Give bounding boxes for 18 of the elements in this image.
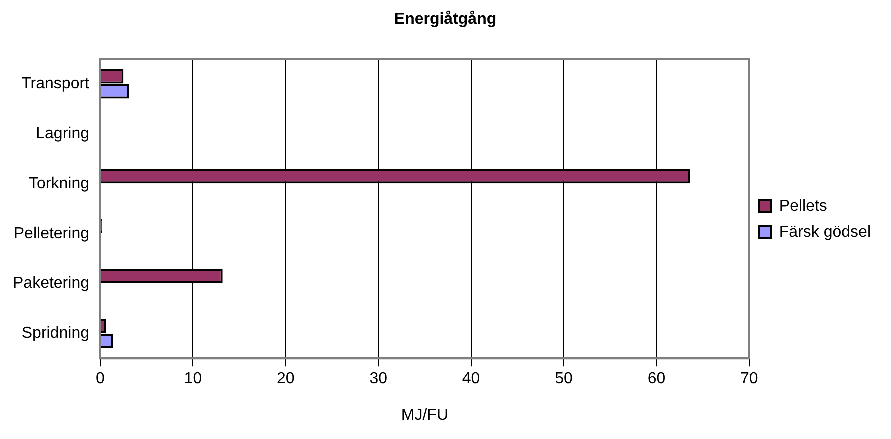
x-tick-label: 10 (184, 370, 202, 388)
x-tick-label: 20 (277, 370, 295, 388)
y-tick-label: Transport (22, 76, 90, 93)
x-tick-label: 0 (96, 370, 106, 388)
legend-label: Pellets (779, 198, 828, 215)
x-axis-title: MJ/FU (401, 406, 449, 424)
legend-label: Färsk gödsel (779, 224, 871, 241)
y-tick-label: Spridning (22, 325, 90, 342)
y-tick-label: Paketering (12, 275, 90, 292)
y-tick-label: Torkning (29, 175, 90, 192)
x-tick-label: 40 (462, 370, 480, 388)
x-tick-label: 60 (648, 370, 666, 388)
x-tick-label: 30 (370, 370, 388, 388)
y-tick-label: Lagring (36, 125, 90, 142)
x-tick-label: 50 (555, 370, 573, 388)
x-tick-label: 70 (740, 370, 758, 388)
chart-title: Energiåtgång (394, 10, 497, 28)
y-tick-label: Pelletering (14, 225, 90, 242)
